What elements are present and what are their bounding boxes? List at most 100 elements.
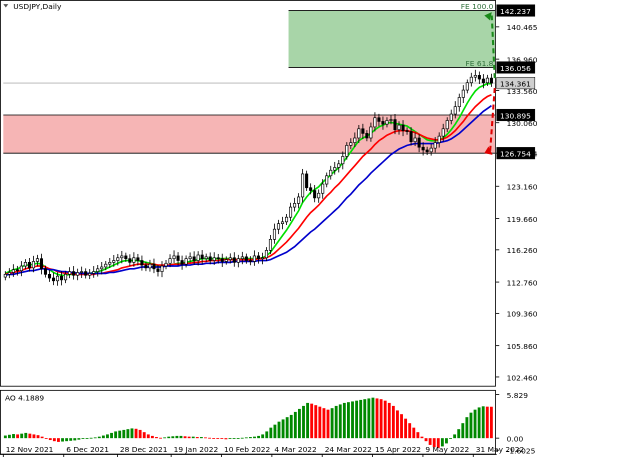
date-axis-tick-label: 6 Dec 2021 <box>66 445 109 454</box>
ao-bar <box>97 436 101 439</box>
candle-body <box>100 266 104 270</box>
price-axis-tick-label: 102.460 <box>507 373 538 382</box>
candle-body <box>232 257 236 263</box>
candle-body <box>301 173 305 198</box>
candle-body <box>156 268 160 272</box>
ao-bar <box>118 430 122 439</box>
ao-bar <box>106 434 109 439</box>
ao-bar <box>445 438 448 444</box>
ao-bar <box>477 407 481 439</box>
candle-body <box>329 169 333 177</box>
candle-body <box>489 77 493 84</box>
price-axis-tick-label: 112.760 <box>507 278 538 287</box>
price-axis-tick-label: 133.560 <box>507 87 538 96</box>
ao-bar <box>48 438 52 441</box>
ao-bar <box>310 403 314 439</box>
candle-body <box>140 260 144 266</box>
ao-bar <box>428 438 432 445</box>
ao-bar <box>122 429 126 439</box>
candle-body <box>80 271 84 273</box>
candle-body <box>228 257 232 260</box>
date-axis-tick-label: 4 Mar 2022 <box>274 445 316 454</box>
ao-bar <box>57 438 60 442</box>
ao-bar <box>110 432 113 439</box>
price-pane-frame <box>0 0 496 387</box>
ao-bar <box>453 434 457 439</box>
ao-bar <box>347 402 350 439</box>
ao-bar <box>412 427 416 439</box>
price-axis-tick-label: 109.360 <box>507 310 538 319</box>
ao-bar <box>436 438 440 448</box>
candle-body <box>64 274 68 281</box>
ao-bar <box>85 438 89 439</box>
ao-bar <box>322 408 326 439</box>
ao-histogram <box>3 397 493 448</box>
ao-bar <box>489 406 493 439</box>
ao-axis: 5.829 0.00 -1.6025 <box>495 391 536 455</box>
candle-body <box>377 117 381 122</box>
price-axis: 140.465 136.960 133.560 130.060 126.754 123.1… <box>495 23 538 382</box>
price-tag-box <box>496 147 536 160</box>
candle-body <box>385 120 389 125</box>
ao-bar <box>383 400 387 439</box>
candle-body <box>421 146 425 151</box>
candle-body <box>405 130 409 132</box>
ao-bar <box>342 402 346 439</box>
ao-bar <box>159 437 162 439</box>
candle-body <box>252 255 256 262</box>
ao-bar <box>363 399 367 439</box>
candle-body <box>136 257 140 261</box>
ao-bar <box>204 437 207 439</box>
candle-body <box>369 126 373 139</box>
candle-body <box>220 258 224 262</box>
date-axis-tick-label: 15 Apr 2022 <box>375 445 421 454</box>
projection-arrows <box>484 12 496 155</box>
bullish-arrow-line <box>490 15 496 79</box>
date-axis-tick-label: 19 Jan 2022 <box>174 445 219 454</box>
ao-bar <box>187 436 191 439</box>
candle-body <box>268 238 273 251</box>
candle-body <box>437 135 441 143</box>
candle-body <box>11 269 15 273</box>
ao-bar <box>191 436 195 439</box>
candle-body <box>148 263 152 269</box>
symbol-dropdown-icon[interactable] <box>3 4 9 8</box>
candle-body <box>96 268 100 272</box>
candle-body <box>204 256 208 260</box>
ao-bar <box>65 438 69 442</box>
ao-bar <box>240 437 244 439</box>
ao-bar <box>3 435 7 439</box>
candle-body <box>224 259 228 262</box>
candle-body <box>240 256 244 260</box>
candle-body <box>92 271 96 274</box>
candle-body <box>248 260 252 262</box>
ao-bar <box>440 438 444 447</box>
ao-bar <box>396 410 399 439</box>
candle-body <box>144 264 148 269</box>
ao-bar <box>220 438 224 439</box>
ao-bar <box>367 398 371 439</box>
ao-bar <box>257 435 261 439</box>
ao-bar <box>77 438 81 440</box>
ao-bar <box>289 414 293 439</box>
ao-bar <box>326 409 330 439</box>
candle-body <box>373 117 377 128</box>
price-axis-tick-label: 105.860 <box>507 342 538 351</box>
candle-body <box>160 265 164 272</box>
candle-body <box>260 257 264 260</box>
date-axis-tick-label: 31 May 2022 <box>476 445 525 454</box>
candle-body <box>417 137 421 148</box>
ao-bar <box>171 436 175 439</box>
candle-body <box>39 258 44 270</box>
ao-bar <box>285 417 289 439</box>
ao-bar <box>281 419 285 439</box>
candle-body <box>313 190 317 199</box>
candle-body <box>51 277 56 282</box>
ao-bar <box>269 427 273 439</box>
candle-body <box>361 128 365 134</box>
ao-bar <box>306 402 310 439</box>
candle-body <box>453 106 457 115</box>
candle-body <box>333 167 337 171</box>
price-tag-box <box>496 4 536 17</box>
ao-bar <box>465 417 469 439</box>
